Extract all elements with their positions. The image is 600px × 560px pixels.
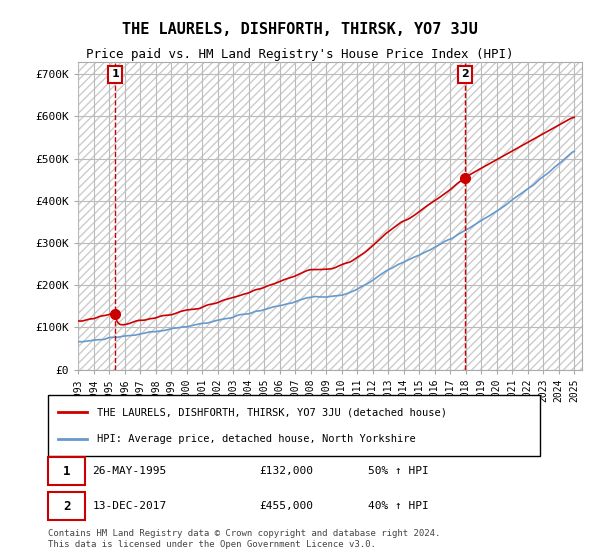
Text: £132,000: £132,000	[260, 466, 314, 476]
Text: 2: 2	[63, 500, 70, 512]
FancyBboxPatch shape	[48, 492, 85, 520]
Text: 1: 1	[112, 69, 119, 80]
Text: 1: 1	[63, 465, 70, 478]
Text: 40% ↑ HPI: 40% ↑ HPI	[368, 501, 428, 511]
Text: £455,000: £455,000	[260, 501, 314, 511]
Text: Price paid vs. HM Land Registry's House Price Index (HPI): Price paid vs. HM Land Registry's House …	[86, 48, 514, 60]
Text: HPI: Average price, detached house, North Yorkshire: HPI: Average price, detached house, Nort…	[97, 434, 416, 444]
Text: 13-DEC-2017: 13-DEC-2017	[92, 501, 167, 511]
FancyBboxPatch shape	[48, 395, 540, 456]
Text: THE LAURELS, DISHFORTH, THIRSK, YO7 3JU (detached house): THE LAURELS, DISHFORTH, THIRSK, YO7 3JU …	[97, 407, 447, 417]
Text: 50% ↑ HPI: 50% ↑ HPI	[368, 466, 428, 476]
Text: 26-MAY-1995: 26-MAY-1995	[92, 466, 167, 476]
Text: 2: 2	[461, 69, 469, 80]
FancyBboxPatch shape	[48, 457, 85, 485]
Text: THE LAURELS, DISHFORTH, THIRSK, YO7 3JU: THE LAURELS, DISHFORTH, THIRSK, YO7 3JU	[122, 22, 478, 38]
Text: Contains HM Land Registry data © Crown copyright and database right 2024.
This d: Contains HM Land Registry data © Crown c…	[48, 529, 440, 549]
